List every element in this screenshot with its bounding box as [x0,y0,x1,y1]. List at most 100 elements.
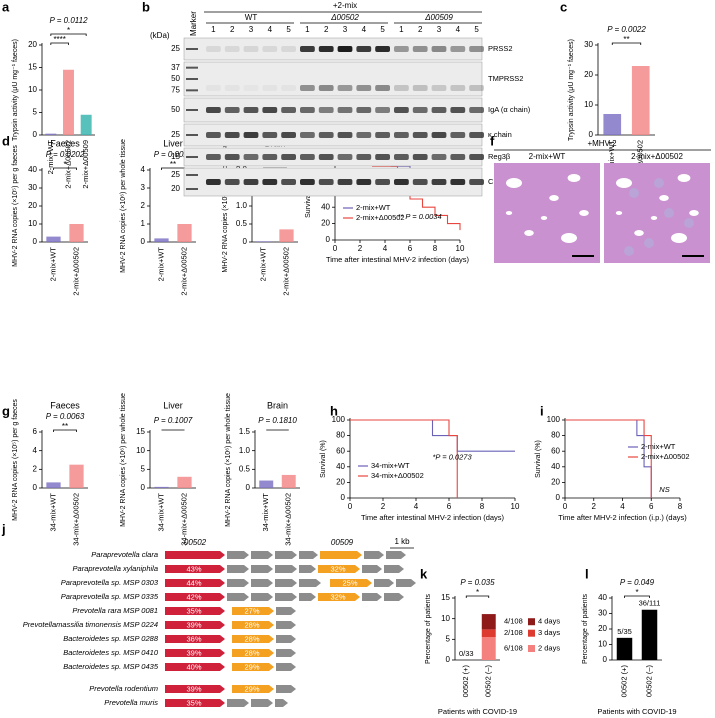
blot-band [431,179,447,185]
bar-segment [481,614,496,630]
blot-band [375,85,390,91]
legend-label: 2-mix+Δ00502 [641,452,690,461]
x-tick-label: 10 [456,244,465,253]
x-tick-label: 10 [511,502,520,511]
x-tick-label: 34-mix+Δ00502 [71,493,80,546]
lesion [644,238,654,248]
gene [299,565,316,573]
blot-band [394,46,409,52]
y-tick-label: 30 [598,609,607,618]
bar [69,464,84,488]
blot-band [469,132,484,138]
species: Prevotella muris [104,698,158,707]
blot-band [356,107,372,113]
marker-label: Marker [189,11,198,36]
vessel [540,216,548,220]
blot-band [224,107,240,113]
y-tick-label: 10 [598,640,607,649]
lesion [624,246,634,256]
legend-label: 2-mix+WT [641,442,676,451]
bar [631,66,650,135]
blot-band [431,107,447,113]
panel-letter: d [2,133,10,148]
x-tick-label: 6 [649,502,654,511]
y-tick-label: 0 [33,237,38,246]
blot-band [300,46,315,52]
y-tick-label: 20 [321,219,330,228]
y-tick-label: 5 [33,108,38,117]
x-axis-label: Patients with COVID-19 [597,707,676,716]
x-tick-label: 34-mix+WT [261,493,270,532]
y-tick-label: 40 [321,202,330,211]
y-tick-label: 0 [246,483,251,492]
blot-group: WT [245,13,258,22]
y-tick-label: 15 [136,427,145,436]
blot-band [450,107,466,113]
gene [251,593,273,601]
blot-band [224,85,240,91]
species: Bacteroidetes sp. MSP 0288 [63,634,159,643]
y-tick-label: 1.0 [236,201,248,210]
x-tick-label: 8 [433,244,438,253]
bar [641,609,658,660]
y-tick-label: 5 [446,634,451,643]
blot-band [318,107,334,113]
blot-band [450,85,466,91]
kda-unit: (kDa) [150,31,170,40]
blot-band [394,132,409,138]
blot-band [206,132,221,138]
vessel [505,211,513,215]
lesion [629,188,639,198]
panel-letter: l [585,566,589,581]
y-axis-label: Percentage of patients [425,593,432,664]
vessel [567,174,581,182]
y-tick-label: 1.5 [239,427,251,436]
blot-band [394,85,409,91]
x-tick-label: 2-mix+Δ00502 [71,247,80,296]
y-tick-label: 1 [141,219,146,228]
lane-label: 4 [362,25,367,34]
bar [281,474,296,488]
y-tick-label: 0.5 [239,464,251,473]
vessel [689,210,699,216]
x-tick-label: 2-mix+WT [46,140,55,175]
x-tick-label: 2-mix+WT [48,247,57,282]
panel-letter: a [2,0,10,14]
blot-band [318,85,334,91]
blot-band [224,132,240,138]
lane-label: 5 [380,25,385,34]
gene [276,649,296,657]
identity: 29% [244,662,259,671]
value-label: 36/111 [639,599,661,608]
x-tick-label: 8 [480,502,485,511]
gene [276,635,296,643]
x-tick-label: 34-mix+WT [48,493,57,532]
significance-bracket [624,595,650,598]
blot-band [224,179,240,185]
x-tick-label: 4 [414,502,419,511]
gene [275,579,297,587]
y-axis-label: Trypsin activity (μU mg⁻¹ faeces) [568,39,575,141]
x-axis-label: Time after intestinal MHV-2 infection (d… [361,513,505,522]
species: Paraprevotella sp. MSP 0303 [61,578,159,587]
blot-band [206,107,221,113]
bar [46,482,61,488]
x-tick-label: 2-mix+Δ00502 [63,140,72,189]
y-tick-label: 20 [584,70,593,79]
blot-strip [183,61,483,97]
significance-stars: **** [53,35,65,44]
blot-band [300,85,315,91]
y-tick-label: 0 [141,483,146,492]
p-value: P = 0.0202 [46,150,85,159]
y-tick-label: 40 [28,165,37,174]
blot-band [450,46,466,52]
gene-00502 [165,685,225,693]
identity: 39% [186,620,201,629]
blot-band [469,179,484,185]
species: Paraprevotella clara [91,550,158,559]
gene-name: 00509 [331,538,354,547]
lesion [654,178,664,188]
y-tick-label: 6 [33,427,38,436]
blot-band [394,179,409,185]
blot-band [469,85,484,91]
